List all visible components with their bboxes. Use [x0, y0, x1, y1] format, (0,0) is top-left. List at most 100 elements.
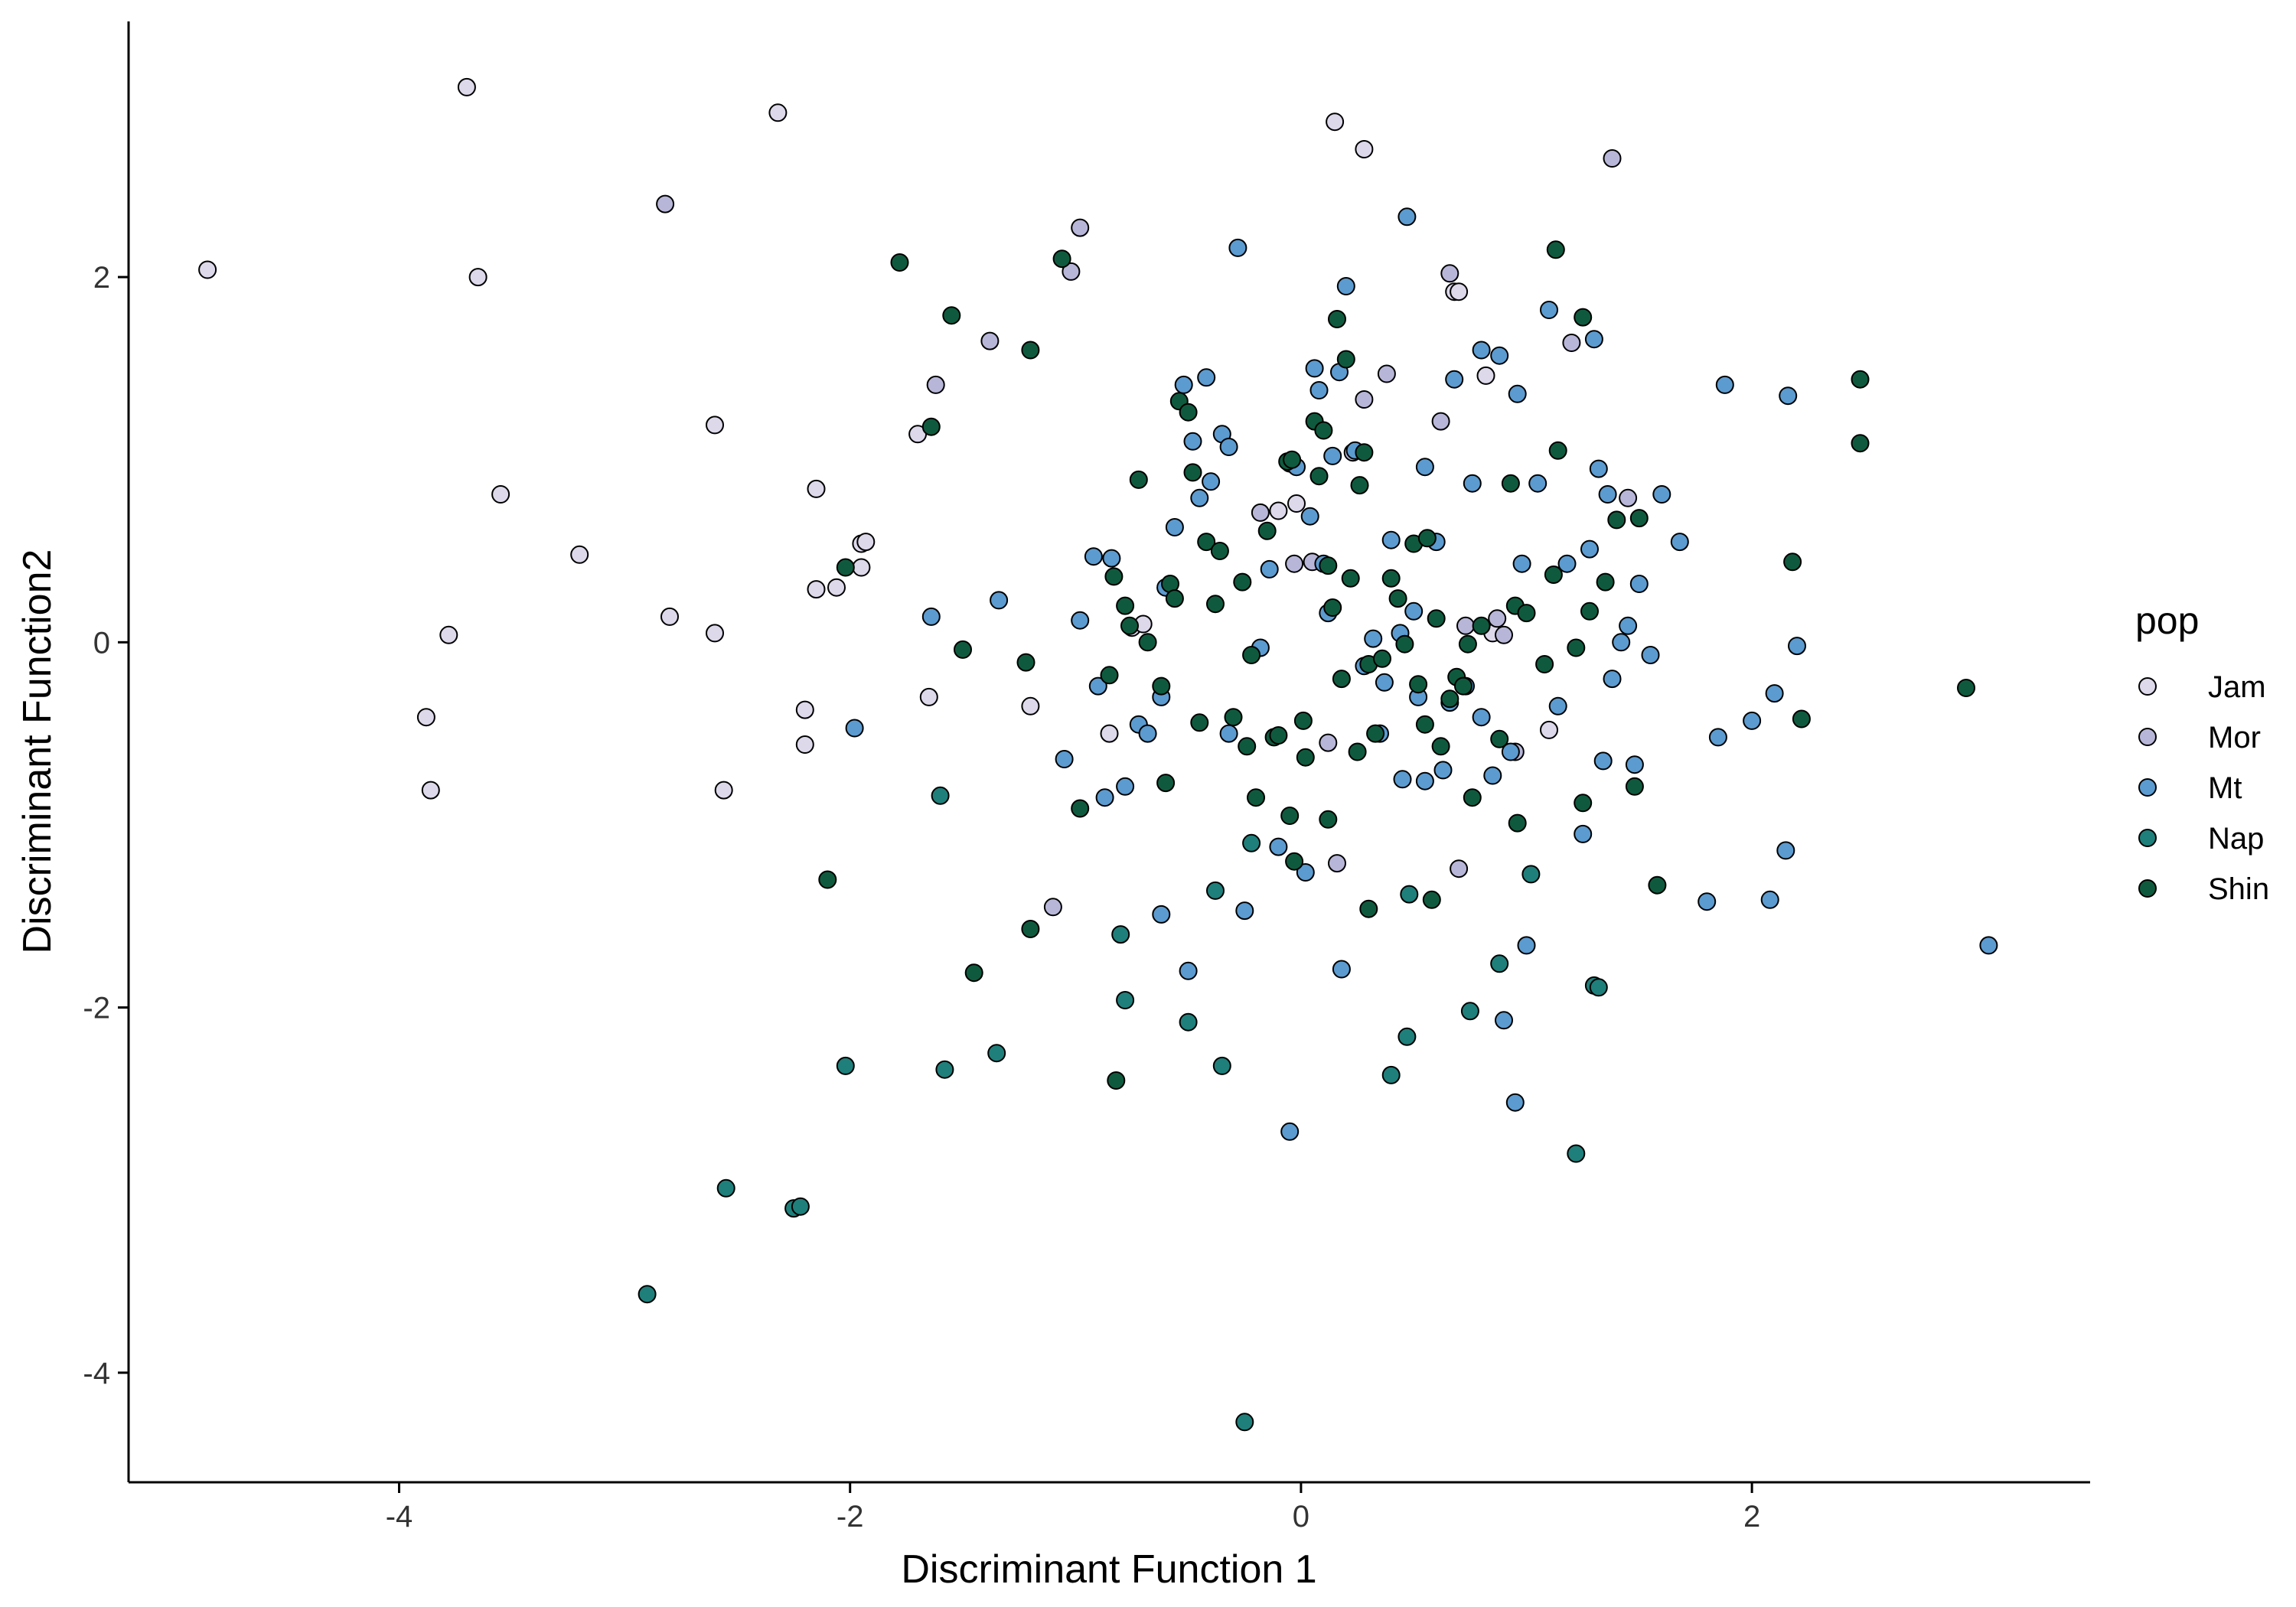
data-point	[1293, 711, 1313, 730]
data-point	[1415, 458, 1434, 477]
data-point	[1100, 724, 1119, 743]
data-point	[1540, 720, 1558, 739]
data-point	[1851, 370, 1870, 389]
data-point	[1336, 277, 1355, 295]
data-point	[1580, 539, 1599, 559]
y-axis-ticks: -4 -2 0 2	[83, 261, 129, 1390]
data-point	[921, 417, 941, 436]
data-point	[1580, 601, 1599, 621]
data-point	[921, 607, 941, 626]
data-point	[1574, 824, 1593, 843]
data-point	[1567, 1144, 1586, 1163]
data-point	[1314, 421, 1333, 440]
x-tick-label: 2	[1743, 1500, 1760, 1534]
data-point	[1629, 575, 1649, 593]
data-point	[827, 578, 846, 597]
data-point	[1490, 954, 1509, 973]
data-point	[1055, 750, 1074, 768]
data-point	[1505, 1093, 1525, 1112]
data-point	[1508, 384, 1527, 403]
data-point	[1698, 892, 1717, 911]
data-point	[706, 624, 724, 643]
data-point	[1247, 788, 1265, 807]
data-point	[1508, 813, 1527, 833]
data-point	[1404, 601, 1424, 621]
data-point	[1641, 646, 1660, 664]
data-point	[1355, 443, 1374, 462]
data-point	[198, 260, 217, 279]
y-tick-label: 0	[93, 626, 110, 660]
legend-swatch	[2138, 728, 2157, 746]
data-point	[468, 268, 488, 287]
data-point	[1300, 507, 1319, 526]
data-point	[1521, 865, 1541, 884]
data-point	[1269, 837, 1288, 856]
data-point	[931, 786, 950, 805]
data-point	[1472, 616, 1491, 635]
data-point	[990, 591, 1009, 610]
data-point	[1021, 696, 1040, 715]
data-point	[1116, 596, 1135, 615]
data-point	[1567, 638, 1586, 657]
data-point	[1309, 381, 1329, 399]
data-point	[1355, 140, 1374, 158]
data-point	[1512, 554, 1531, 573]
data-point	[1415, 771, 1434, 790]
data-point	[1450, 859, 1469, 878]
data-point	[1152, 905, 1171, 924]
data-point	[1422, 890, 1441, 909]
data-point	[1765, 684, 1784, 703]
data-point	[1528, 474, 1548, 493]
data-point	[1336, 350, 1355, 369]
x-axis-title: Discriminant Function 1	[901, 1547, 1316, 1592]
data-point	[714, 781, 733, 800]
data-point	[1283, 450, 1302, 469]
data-point	[570, 545, 589, 564]
data-point	[1670, 533, 1689, 552]
data-point	[1395, 634, 1414, 654]
data-point	[1323, 446, 1342, 465]
data-point	[795, 700, 814, 719]
data-point	[1224, 708, 1243, 727]
data-point	[1100, 666, 1119, 685]
data-point	[1629, 509, 1649, 528]
data-point	[1779, 386, 1798, 406]
data-point	[1544, 566, 1563, 584]
data-point	[1348, 742, 1367, 761]
series-mor	[656, 149, 1638, 917]
data-point	[852, 558, 871, 577]
data-point	[1375, 673, 1394, 692]
data-point	[1095, 788, 1114, 807]
data-point	[1562, 334, 1581, 352]
data-point	[1257, 521, 1277, 540]
data-point	[1260, 559, 1279, 579]
data-point	[1202, 472, 1221, 491]
data-point	[660, 607, 679, 626]
data-point	[1546, 240, 1565, 259]
data-point	[1021, 341, 1040, 360]
data-point	[1373, 649, 1391, 668]
data-point	[1517, 936, 1536, 955]
x-tick-label: -2	[837, 1500, 864, 1534]
data-point	[1472, 341, 1491, 360]
data-point	[1574, 308, 1593, 327]
legend-item-jam: Jam	[2138, 670, 2266, 704]
data-point	[1242, 646, 1261, 664]
data-point	[1116, 777, 1135, 796]
data-point	[1183, 432, 1202, 451]
data-point	[1129, 470, 1148, 489]
data-point	[1190, 713, 1209, 732]
legend-item-mor: Mor	[2138, 721, 2261, 755]
data-point	[491, 485, 510, 504]
series-nap	[638, 786, 1608, 1432]
data-point	[1409, 675, 1428, 694]
data-point	[1463, 788, 1482, 807]
data-point	[1788, 637, 1806, 656]
data-point	[1233, 572, 1252, 592]
data-point	[890, 253, 909, 272]
data-point	[1415, 715, 1434, 734]
data-point	[1111, 925, 1130, 944]
data-point	[1251, 503, 1270, 522]
data-point	[1179, 961, 1198, 980]
